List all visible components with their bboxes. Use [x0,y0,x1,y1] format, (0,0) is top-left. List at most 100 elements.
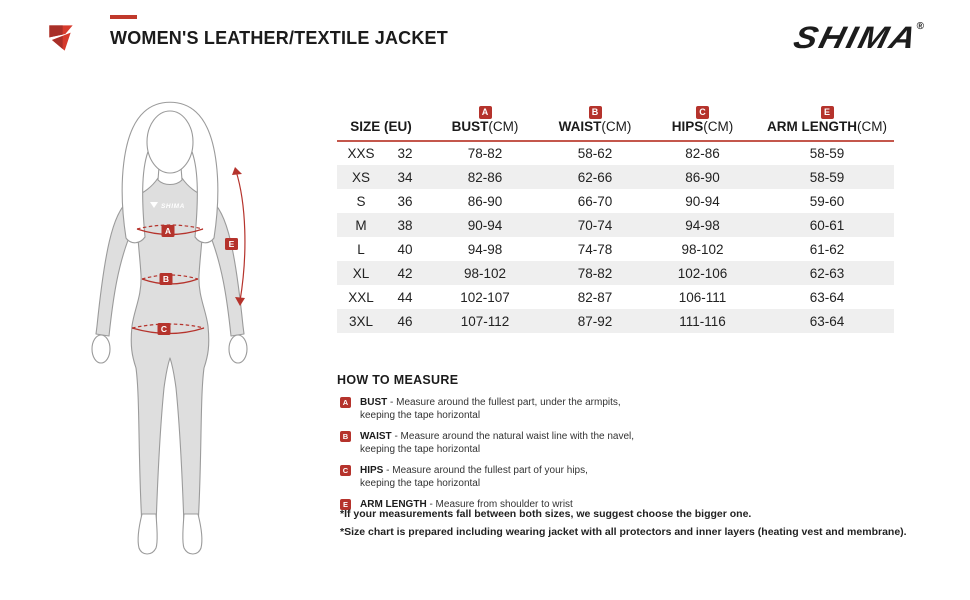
measure-item-waist: B WAIST - Measure around the natural wais… [340,431,900,456]
bust-value: 102-107 [460,289,510,305]
bust-value: 98-102 [425,261,546,285]
footnote-chart-preparation: *Size chart is prepared including wearin… [340,526,907,538]
registered-trademark-symbol: ® [916,21,924,32]
brand-wordmark: SHIMA ® [790,20,924,56]
shima-triangle-logo-icon [49,25,73,51]
size-eu: 46 [385,309,426,333]
size-eu: 38 [385,213,426,237]
col-header-arm-length: E ARM LENGTH(CM) [760,103,895,142]
marker-badge-a: A [478,106,492,119]
figure-chest-logo: SHIMA [150,202,185,210]
size-eu: 32 [397,146,413,161]
figure-right-foot [182,513,203,555]
size-name: S [356,193,366,209]
col-header-bust: A BUST(CM) [425,103,546,142]
size-table-header-row: SIZE (EU) A BUST(CM) B WAIST(CM) C HIPS(CM) E AR… [337,103,895,142]
marker-badge-e: E [820,106,834,119]
marker-badge-b: B [340,431,351,442]
bust-value: 78-82 [467,146,503,161]
waist-value: 87-92 [545,309,646,333]
size-eu: 36 [397,193,413,209]
measure-item-arm-length: E ARM LENGTH - Measure from shoulder to w… [340,499,900,512]
col-header-waist: B WAIST(CM) [545,103,646,142]
col-header-size: SIZE (EU) [337,103,426,142]
arm-length-value: 61-62 [809,241,845,257]
svg-text:E: E [229,239,235,249]
hips-value: 86-90 [645,165,761,189]
marker-badge-c: C [696,106,710,119]
col-header-hips: C HIPS(CM) [645,103,761,142]
size-name: XS [337,165,385,189]
arm-length-value: 58-59 [760,165,895,189]
hips-value: 94-98 [645,213,761,237]
bust-value: 90-94 [425,213,546,237]
brand-wordmark-text: SHIMA [789,20,922,55]
size-eu: 42 [385,261,426,285]
waist-value: 62-66 [545,165,646,189]
arm-length-value: 59-60 [809,193,845,209]
waist-value: 82-87 [577,289,613,305]
marker-badge-b: B [588,106,602,119]
size-row-l: L 40 94-98 74-78 98-102 61-62 [337,237,894,261]
measure-text: HIPS - Measure around the fullest part o… [360,465,588,489]
arm-length-badge [225,238,238,250]
hips-value: 82-86 [685,146,720,161]
arm-length-value: 60-61 [760,213,895,237]
hips-value: 98-102 [681,241,724,257]
figure-hair [121,101,219,244]
marker-badge-c: C [340,465,351,476]
hips-value: 106-111 [678,289,727,305]
figure-chest-logo-text: SHIMA [161,203,185,210]
waist-value: 66-70 [577,193,613,209]
waist-value: 70-74 [545,213,646,237]
svg-text:B: B [163,274,169,284]
size-name: 3XL [337,309,385,333]
measure-instructions-list: A BUST - Measure around the fullest part,… [340,397,900,521]
size-table: SIZE (EU) A BUST(CM) B WAIST(CM) C HIPS(CM) E AR… [337,103,895,333]
arm-length-value: 63-64 [760,309,895,333]
hips-value: 90-94 [685,193,720,209]
figure-left-hand [91,334,111,364]
marker-badge-e: E [340,499,351,510]
how-to-measure-heading: HOW TO MEASURE [337,373,459,387]
bust-value: 94-98 [467,241,503,257]
footnote-sizes: *If your measurements fall between both … [340,508,752,520]
waist-value: 58-62 [577,146,613,161]
measure-text: ARM LENGTH - Measure from shoulder to wr… [360,499,573,510]
figure-left-foot [137,513,158,555]
waist-badge [159,273,173,285]
arm-length-value: 62-63 [760,261,895,285]
arm-length-value: 63-64 [809,289,845,305]
size-name: M [337,213,385,237]
size-name: L [357,241,365,257]
arm-length-value: 58-59 [809,146,845,161]
bust-value: 86-90 [467,193,503,209]
size-row-xl: XL 42 98-102 78-82 102-106 62-63 [337,261,895,285]
hips-measure-line: C [131,323,205,335]
size-name: XXL [348,289,374,305]
waist-value: 78-82 [545,261,646,285]
measurement-figure: SHIMA A B C E [91,101,248,555]
bust-measure-line: A [136,224,204,237]
waist-measure-line: B [141,273,199,285]
size-row-xs: XS 34 82-86 62-66 86-90 58-59 [337,165,895,189]
hips-value: 102-106 [645,261,761,285]
bust-value: 107-112 [425,309,546,333]
size-eu: 34 [385,165,426,189]
size-eu: 44 [397,289,413,305]
size-row-xxs: XXS 32 78-82 58-62 82-86 58-59 [337,141,894,165]
page-title: WOMEN'S LEATHER/TEXTILE JACKET [110,28,448,48]
measure-item-bust: A BUST - Measure around the fullest part,… [340,397,900,422]
bust-value: 82-86 [425,165,546,189]
measure-item-hips: C HIPS - Measure around the fullest part … [340,465,900,490]
hips-value: 111-116 [645,309,761,333]
size-row-xxl: XXL 44 102-107 82-87 106-111 63-64 [337,285,894,309]
size-row-s: S 36 86-90 66-70 90-94 59-60 [337,189,894,213]
measure-text: WAIST - Measure around the natural waist… [360,431,635,455]
size-row-3xl: 3XL 46 107-112 87-92 111-116 63-64 [337,309,895,333]
waist-value: 74-78 [577,241,613,257]
marker-badge-a: A [340,397,351,408]
svg-text:A: A [165,226,171,236]
figure-right-hand [228,334,248,364]
footnotes: *If your measurements fall between both … [340,505,920,541]
